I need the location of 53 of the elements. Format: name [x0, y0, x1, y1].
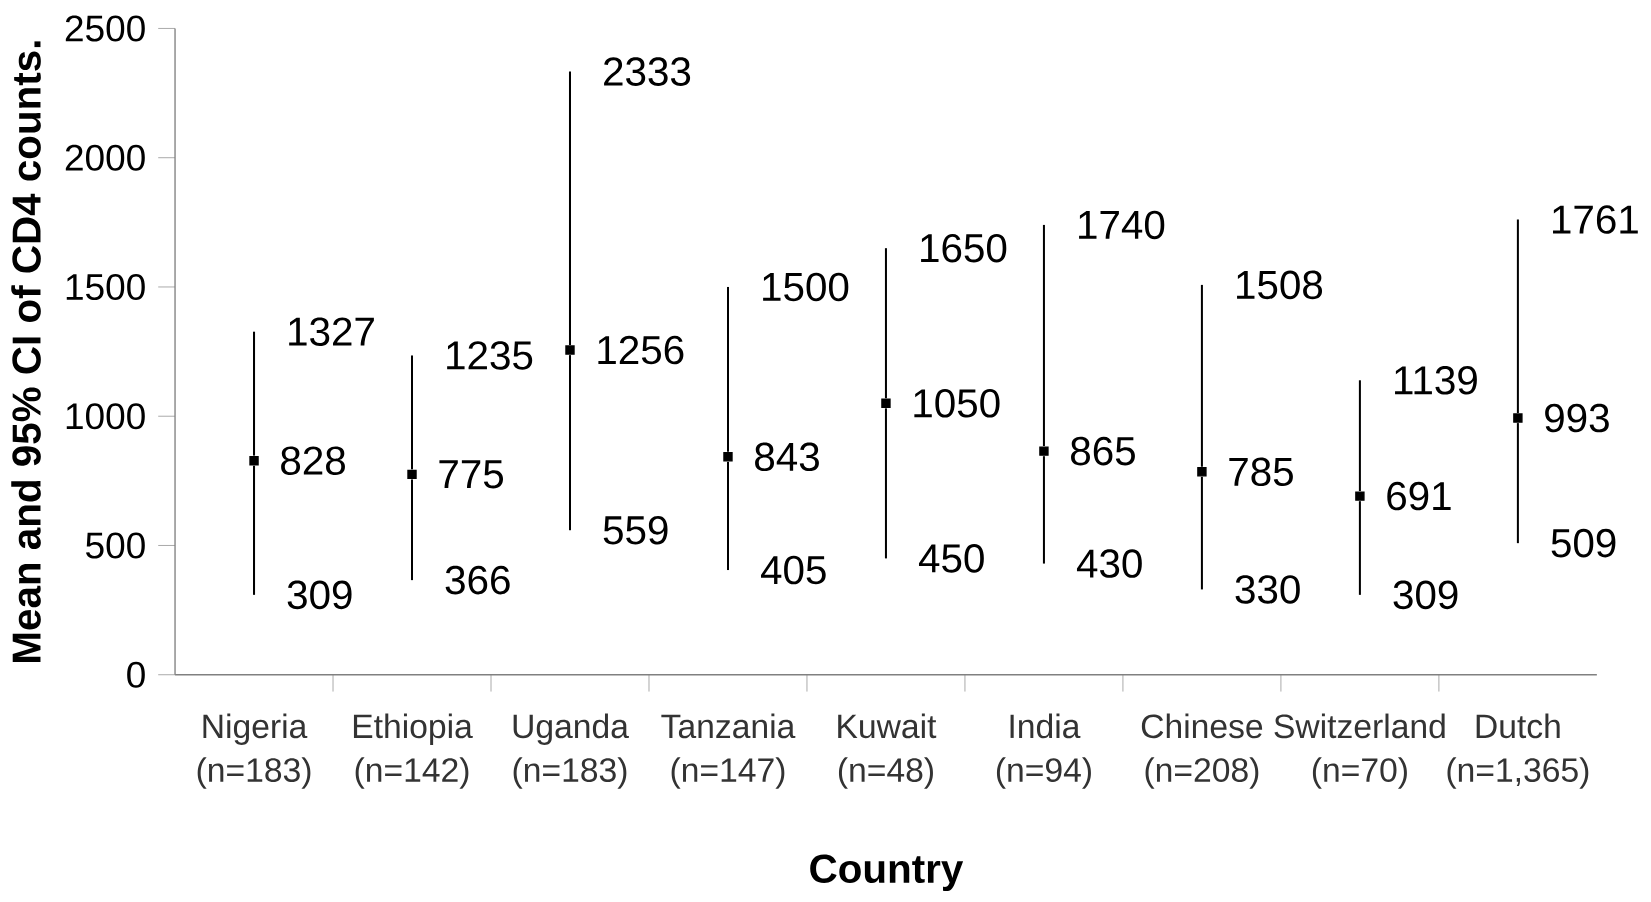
annotation: 309 — [1393, 580, 1458, 610]
annotation: 366 — [445, 565, 510, 595]
x-tick-label: Kuwait (n=48) — [838, 713, 937, 789]
x-tick-label: Dutch (n=1,365) — [1447, 713, 1589, 789]
point — [881, 398, 891, 408]
annotation: 2333 — [604, 57, 691, 86]
x-tick-label: Tanzania (n=147) — [661, 713, 796, 789]
y-tick-label: 1000 — [66, 403, 145, 430]
point — [1039, 446, 1049, 456]
data-label: 785 — [1229, 457, 1293, 486]
annotation: 309 — [287, 580, 352, 610]
point — [249, 455, 259, 466]
annotation: 1139 — [1395, 365, 1477, 395]
x-tick-label: Uganda (n=183) — [513, 713, 629, 789]
point — [565, 345, 575, 355]
data-label: 828 — [281, 446, 345, 475]
data-label: 843 — [755, 442, 819, 471]
point — [1355, 491, 1365, 501]
y-tick-label: 0 — [127, 661, 145, 688]
data-label: 993 — [1545, 403, 1609, 433]
point — [1197, 466, 1207, 477]
x-tick-label: Ethiopia (n=142) — [353, 713, 473, 789]
point — [1513, 413, 1523, 423]
point — [407, 469, 417, 479]
annotation: 1761 — [1553, 205, 1638, 234]
data-label: 1050 — [914, 388, 1000, 418]
y-tick-label: 1500 — [66, 273, 145, 300]
annotation: 559 — [603, 515, 668, 545]
x-axis-title: Country — [810, 854, 964, 891]
y-tick-label: 2000 — [65, 144, 145, 171]
annotation: 1650 — [921, 233, 1007, 263]
annotation: 330 — [1235, 575, 1300, 604]
data-label: 691 — [1387, 481, 1451, 511]
data-label: 865 — [1071, 436, 1135, 466]
annotation: 1508 — [1237, 270, 1323, 300]
annotation: 1327 — [289, 317, 374, 346]
data-label: 1256 — [598, 335, 684, 365]
x-tick-label: Chinese (n=208) — [1141, 713, 1263, 789]
annotation: 450 — [918, 544, 984, 573]
annotation: 405 — [761, 555, 826, 585]
data-label: 775 — [439, 460, 504, 489]
annotation: 1740 — [1079, 210, 1165, 240]
annotation: 509 — [1551, 528, 1616, 558]
x-tick-label: India (n=94) — [996, 713, 1091, 789]
annotation: 1235 — [447, 341, 533, 370]
annotation: 430 — [1076, 549, 1142, 578]
x-tick-label: Switzerland (n=70) — [1274, 713, 1445, 789]
x-tick-label: Nigeria (n=183) — [197, 713, 311, 789]
point — [723, 451, 733, 462]
y-axis-title: Mean and 95% CI of CD4 counts. — [11, 41, 41, 662]
y-tick-label: 500 — [86, 532, 145, 559]
annotation: 1500 — [763, 272, 849, 302]
y-tick-label: 2500 — [65, 15, 145, 42]
